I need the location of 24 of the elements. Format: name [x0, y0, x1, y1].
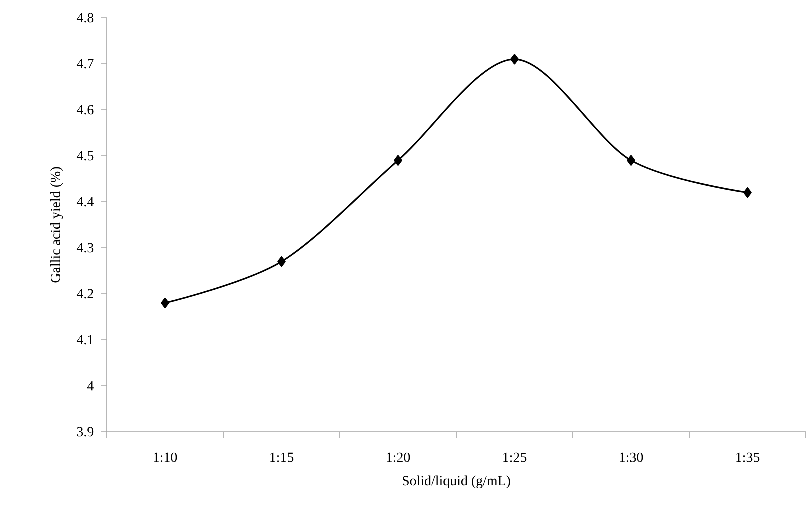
y-tick-label: 4.6 — [76, 105, 94, 115]
y-tick-label: 4.7 — [76, 59, 94, 69]
x-tick-label: 1:15 — [270, 452, 294, 462]
y-axis-title: Gallic acid yield (%) — [50, 167, 64, 283]
x-axis-title: Solid/liquid (g/mL) — [403, 476, 510, 489]
y-tick-label: 4.4 — [76, 197, 94, 207]
point — [510, 54, 519, 65]
y-tick-label: 4 — [87, 381, 94, 391]
y-tick-label: 4.5 — [76, 151, 94, 161]
y-tick-label: 4.1 — [76, 335, 94, 345]
point — [278, 256, 286, 268]
point — [394, 155, 402, 166]
point — [744, 188, 752, 198]
x-tick-label: 1:10 — [154, 452, 178, 462]
y-tick-label: 4.3 — [76, 243, 94, 253]
point — [627, 155, 636, 166]
x-tick-label: 1:35 — [736, 452, 760, 462]
y-tick-label: 4.8 — [76, 13, 94, 23]
x-tick-label: 1:30 — [620, 452, 644, 462]
point — [161, 298, 170, 308]
y-tick-label: 3.9 — [77, 427, 94, 437]
x-tick-label: 1:25 — [504, 452, 527, 462]
y-tick-label: 4.2 — [76, 289, 94, 299]
x-tick-label: 1:20 — [387, 452, 410, 462]
